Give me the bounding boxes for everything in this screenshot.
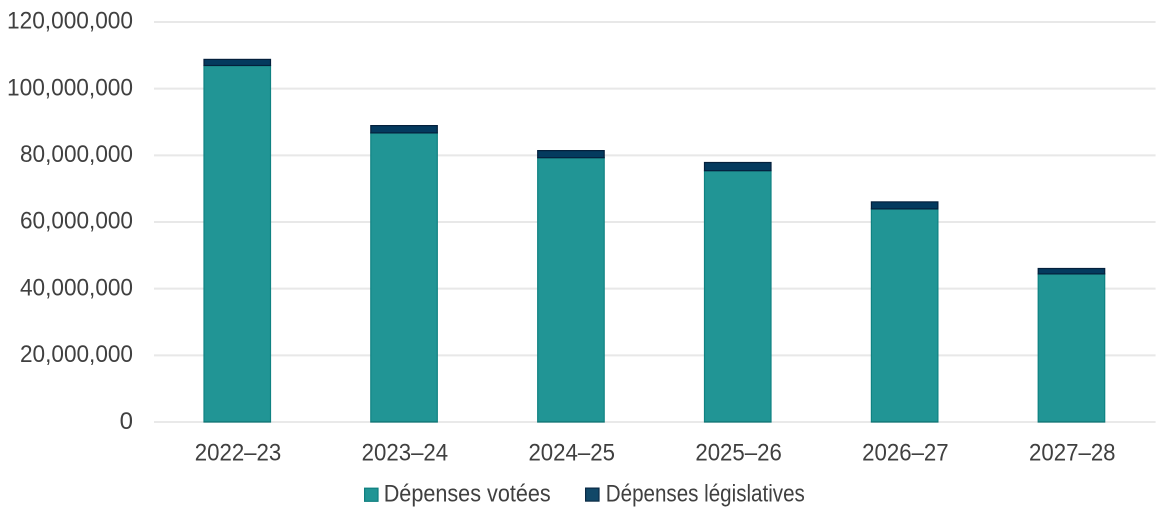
svg-text:60,000,000: 60,000,000 <box>20 208 133 235</box>
svg-text:0: 0 <box>120 408 133 435</box>
svg-text:2027–28: 2027–28 <box>1029 440 1116 467</box>
svg-text:80,000,000: 80,000,000 <box>20 141 133 168</box>
svg-text:2026–27: 2026–27 <box>862 440 949 467</box>
svg-text:2024–25: 2024–25 <box>528 440 615 467</box>
svg-text:20,000,000: 20,000,000 <box>20 341 133 368</box>
svg-text:2023–24: 2023–24 <box>362 440 449 467</box>
svg-text:Dépenses votées: Dépenses votées <box>384 481 551 508</box>
svg-text:120,000,000: 120,000,000 <box>7 8 133 35</box>
svg-text:40,000,000: 40,000,000 <box>20 274 133 301</box>
svg-text:100,000,000: 100,000,000 <box>7 74 133 101</box>
svg-text:Dépenses législatives: Dépenses législatives <box>606 481 805 508</box>
svg-text:2025–26: 2025–26 <box>695 440 782 467</box>
svg-text:2022–23: 2022–23 <box>195 440 282 467</box>
